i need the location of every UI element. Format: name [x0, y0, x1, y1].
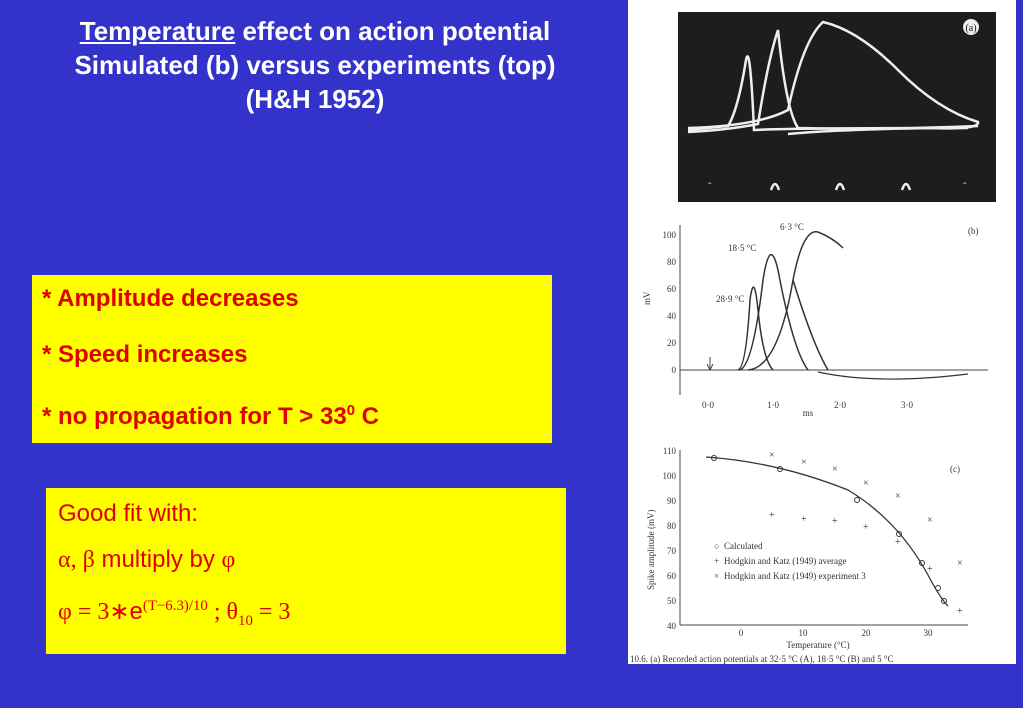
b-xtick-2: 2·0	[834, 400, 846, 410]
theta-subscript: 10	[238, 612, 253, 629]
c-ytick-70: 70	[667, 546, 677, 556]
b-xtick-0: 0·0	[702, 400, 714, 410]
panel-b-label: (b)	[968, 226, 979, 236]
equation-exponent: (T−6.3)/10	[142, 598, 208, 614]
panel-a-label: (a)	[965, 23, 976, 34]
c-legend: ○ Calculated + Hodgkin and Katz (1949) a…	[714, 541, 866, 581]
multiply-text: multiply by	[94, 546, 222, 573]
c-ytick-40: 40	[667, 621, 677, 631]
legend-marker-calculated: ○	[714, 541, 719, 551]
curve-label-185: 18·5 °C	[728, 243, 756, 253]
svg-text:+: +	[769, 510, 775, 521]
c-xtick-20: 20	[862, 628, 872, 638]
b-xlabel: ms	[803, 408, 814, 418]
c-xtick-30: 30	[924, 628, 934, 638]
title-line-3: (H&H 1952)	[245, 84, 385, 114]
svg-text:ˆ: ˆ	[708, 182, 712, 193]
calculated-curve	[705, 456, 949, 607]
c-xtick-0: 0	[739, 628, 744, 638]
trace-c	[687, 20, 980, 136]
svg-text:×: ×	[832, 464, 838, 475]
b-xtick-1: 1·0	[767, 400, 779, 410]
curve-185	[739, 254, 809, 371]
b-xtick-3: 3·0	[901, 400, 913, 410]
b-ytick-100: 100	[663, 230, 677, 240]
title-line-1-rest: effect on action potential	[235, 16, 551, 46]
c-ytick-100: 100	[663, 471, 677, 481]
b-ytick-80: 80	[667, 257, 677, 267]
svg-text:+: +	[927, 564, 933, 575]
propagation-text: * no propagation for T > 33	[42, 403, 347, 430]
observation-speed: * Speed increases	[42, 341, 248, 368]
fit-heading: Good fit with:	[58, 500, 199, 527]
fit-equation: φ = 3∗e(T−6.3)/10 ; θ10 = 3	[58, 592, 554, 635]
panel-a: ˆ ˆ (a)	[678, 12, 996, 202]
c-xtick-10: 10	[799, 628, 809, 638]
figure-panel: ˆ ˆ (a) 100 80 60 40 20 0 mV 0·0 1·0 2·0…	[628, 0, 1016, 664]
phi-symbol: φ	[221, 547, 236, 573]
propagation-unit: C	[354, 403, 379, 430]
equation-mid: ; θ	[207, 599, 239, 625]
b-ylabel: mV	[642, 291, 652, 305]
curve-label-289: 28·9 °C	[716, 294, 744, 304]
c-ytick-60: 60	[667, 571, 677, 581]
legend-marker-average: +	[714, 556, 719, 566]
svg-text:×: ×	[927, 515, 933, 526]
figure-svg: ˆ ˆ (a) 100 80 60 40 20 0 mV 0·0 1·0 2·0…	[630, 12, 996, 664]
calculated-points	[711, 455, 947, 604]
svg-text:+: +	[957, 606, 963, 617]
svg-text:×: ×	[863, 478, 869, 489]
svg-text:+: +	[832, 516, 838, 527]
legend-calculated: Calculated	[724, 541, 763, 551]
b-ytick-40: 40	[667, 311, 677, 321]
title-line-2: Simulated (b) versus experiments (top)	[74, 50, 556, 80]
svg-text:×: ×	[957, 558, 963, 569]
observation-propagation: * no propagation for T > 330 C	[42, 397, 542, 431]
svg-text:×: ×	[801, 457, 807, 468]
legend-experiment: Hodgkin and Katz (1949) experiment 3	[724, 571, 866, 581]
title-keyword: Temperature	[79, 16, 236, 46]
figure-caption: 10.6. (a) Recorded action potentials at …	[630, 654, 894, 664]
time-markers	[769, 182, 912, 191]
legend-marker-experiment: ×	[714, 571, 719, 581]
panel-c-label: (c)	[950, 464, 960, 474]
alpha-beta-symbols: α, β	[58, 547, 95, 573]
c-ytick-50: 50	[667, 596, 677, 606]
svg-text:ˆ: ˆ	[963, 182, 967, 193]
svg-text:+: +	[863, 522, 869, 533]
observations-box: * Amplitude decreases * Speed increases …	[32, 275, 552, 443]
degree-superscript: 0	[346, 403, 355, 419]
svg-text:+: +	[801, 514, 807, 525]
oscilloscope-photo	[678, 12, 996, 202]
b-ytick-20: 20	[667, 338, 677, 348]
fit-multiply-line: α, β multiply by φ	[58, 546, 554, 574]
b-ytick-60: 60	[667, 284, 677, 294]
hk-experiment3-points: × × × × × × ×	[769, 450, 963, 569]
c-ytick-80: 80	[667, 521, 677, 531]
svg-text:×: ×	[769, 450, 775, 461]
observation-amplitude: * Amplitude decreases	[42, 285, 299, 312]
b-ytick-0: 0	[672, 365, 677, 375]
hk-average-points: + + + + + + +	[769, 510, 963, 617]
panel-c: 110 100 90 80 70 60 50 40 Spike amplitud…	[646, 446, 968, 650]
slide-title: Temperature effect on action potential S…	[10, 14, 620, 116]
c-ytick-90: 90	[667, 496, 677, 506]
svg-text:+: +	[895, 537, 901, 548]
fit-box: Good fit with: α, β multiply by φ φ = 3∗…	[46, 488, 566, 654]
c-xlabel: Temperature (°C)	[786, 640, 849, 650]
curve-label-63: 6·3 °C	[780, 222, 804, 232]
curve-289	[737, 286, 774, 371]
title-line-1: Temperature effect on action potential	[10, 14, 620, 48]
c-ylabel: Spike amplitude (mV)	[646, 510, 656, 591]
svg-text:×: ×	[895, 491, 901, 502]
equation-e: e	[129, 598, 143, 625]
panel-b: 100 80 60 40 20 0 mV 0·0 1·0 2·0 3·0 ms …	[642, 222, 988, 418]
c-ytick-110: 110	[663, 446, 677, 456]
equation-rhs: = 3	[252, 599, 291, 625]
equation-lhs: φ = 3∗	[58, 599, 130, 625]
curve-63	[747, 231, 844, 371]
legend-average: Hodgkin and Katz (1949) average	[724, 556, 846, 566]
